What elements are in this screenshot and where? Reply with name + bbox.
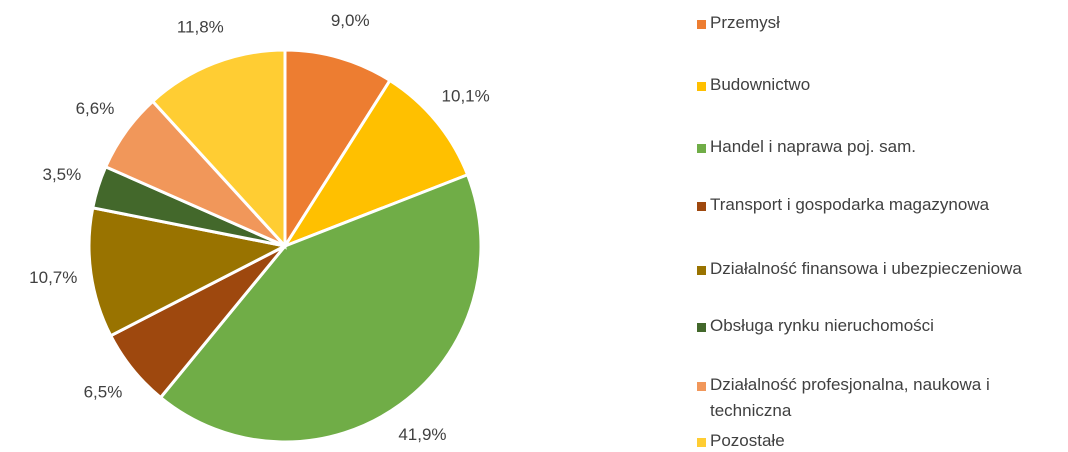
legend-label: Obsługa rynku nieruchomości <box>710 316 934 335</box>
legend-swatch <box>697 382 706 391</box>
legend-item: Budownictwo <box>697 75 1062 98</box>
legend-swatch <box>697 144 706 153</box>
legend-swatch <box>697 202 706 211</box>
legend-item: Przemysł <box>697 13 1062 36</box>
data-label: 9,0% <box>331 11 370 30</box>
pie-slice <box>281 78 470 250</box>
legend-label: Transport i gospodarka magazynowa <box>710 195 990 214</box>
data-label: 41,9% <box>398 425 446 444</box>
pie-slice <box>158 172 483 444</box>
data-label: 10,1% <box>442 87 490 106</box>
legend-label: Działalność profesjonalna, naukowa i tec… <box>710 375 990 420</box>
legend-item: Działalność profesjonalna, naukowa i tec… <box>697 375 1062 424</box>
legend-swatch <box>697 20 706 29</box>
legend-item: Handel i naprawa poj. sam. <box>697 137 1062 160</box>
legend-swatch <box>697 323 706 332</box>
legend-label: Budownictwo <box>710 75 811 94</box>
legend-item: Działalność finansowa i ubezpieczeniowa <box>697 259 1062 282</box>
data-label: 11,8% <box>177 17 224 36</box>
legend-swatch <box>697 82 706 91</box>
legend-label: Przemysł <box>710 13 780 32</box>
data-label: 10,7% <box>29 268 77 287</box>
legend-item: Obsługa rynku nieruchomości <box>697 316 1062 339</box>
legend-item: Pozostałe <box>697 431 1062 452</box>
pie-slice <box>87 206 290 338</box>
pie-slice <box>283 48 392 252</box>
legend-item: Transport i gospodarka magazynowa <box>697 195 1062 218</box>
legend-swatch <box>697 438 706 447</box>
data-label: 3,5% <box>42 165 81 184</box>
data-label: 6,6% <box>76 99 115 118</box>
pie-slice <box>150 48 287 250</box>
legend-label: Handel i naprawa poj. sam. <box>710 137 917 156</box>
legend-swatch <box>697 266 706 275</box>
legend-label: Pozostałe <box>710 431 785 450</box>
legend-label: Działalność finansowa i ubezpieczeniowa <box>710 259 1022 278</box>
data-label: 6,5% <box>84 383 123 402</box>
